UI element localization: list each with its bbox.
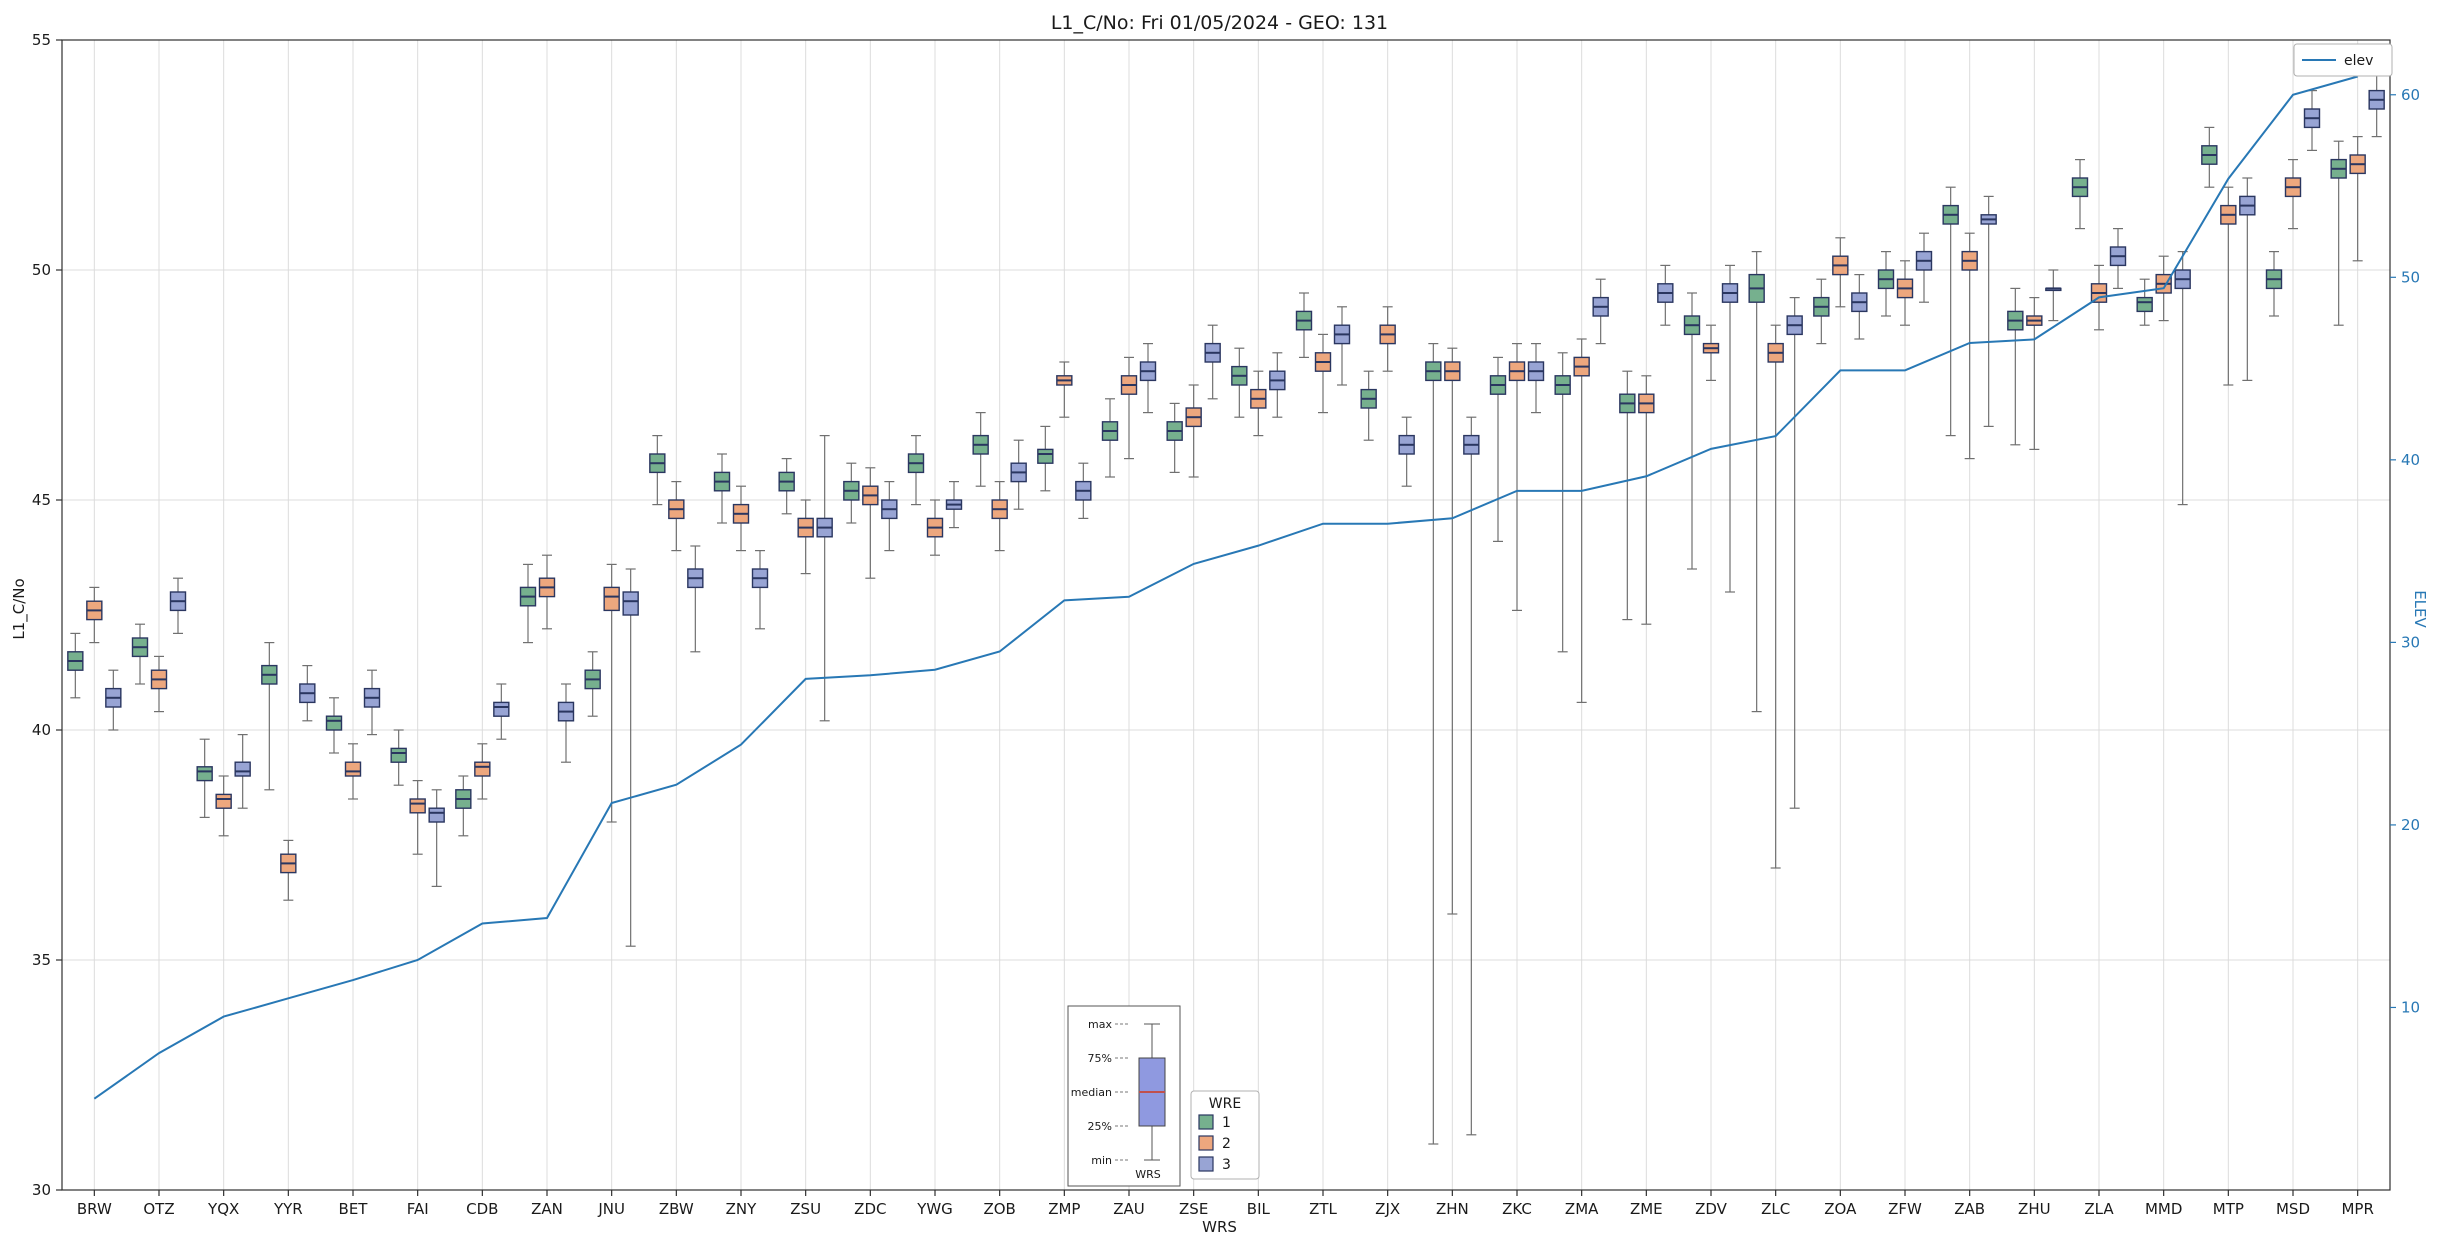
x-tick-label: ZAN (531, 1200, 563, 1218)
y-tick-label-right: 50 (2401, 268, 2420, 286)
y-tick-label-right: 40 (2401, 451, 2420, 469)
wre-legend-label: 2 (1222, 1136, 1231, 1152)
x-tick-label: ZSE (1179, 1200, 1208, 1218)
x-tick-label: ZJX (1375, 1200, 1400, 1218)
x-tick-label: MSD (2276, 1200, 2310, 1218)
box-wre-3 (493, 701, 510, 717)
x-tick-label: ZHN (1436, 1200, 1469, 1218)
box-wre-3 (622, 591, 639, 616)
y-axis-label-right: ELEV (2411, 590, 2429, 628)
x-tick-label: ZMA (1565, 1200, 1599, 1218)
box-wre-3 (234, 761, 251, 777)
elev-legend-label: elev (2344, 53, 2373, 69)
anatomy-xlabel: WRS (1135, 1168, 1161, 1181)
wre-legend-swatch-3 (1198, 1156, 1214, 1172)
x-axis-label: WRS (1202, 1218, 1237, 1236)
x-tick-label: YQX (207, 1200, 239, 1218)
x-tick-label: ZLC (1761, 1200, 1790, 1218)
x-tick-label: MMD (2145, 1200, 2182, 1218)
anatomy-label: min (1091, 1154, 1112, 1167)
x-tick-label: YYR (273, 1200, 303, 1218)
x-tick-label: ZSU (790, 1200, 821, 1218)
y-axis-label-left: L1_C/No (10, 578, 28, 640)
x-tick-label: ZOB (983, 1200, 1015, 1218)
x-tick-label: YWG (916, 1200, 953, 1218)
x-tick-label: ZBW (659, 1200, 694, 1218)
wre-legend-label: 3 (1222, 1157, 1231, 1173)
anatomy-label: max (1088, 1018, 1112, 1031)
box-wre-1 (2136, 296, 2153, 313)
x-tick-label: ZAB (1954, 1200, 1985, 1218)
x-tick-label: ZOA (1824, 1200, 1857, 1218)
x-tick-label: ZDC (854, 1200, 886, 1218)
x-tick-label: ZMP (1048, 1200, 1080, 1218)
y-tick-label-right: 60 (2401, 86, 2420, 104)
box-wre-1 (390, 747, 407, 763)
elev-legend-box (2293, 43, 2393, 77)
x-tick-label: ZKC (1502, 1200, 1532, 1218)
x-tick-label: ZDV (1695, 1200, 1728, 1218)
anatomy-label: 75% (1088, 1052, 1112, 1065)
x-tick-label: BRW (77, 1200, 112, 1218)
y-tick-label-right: 30 (2401, 633, 2420, 651)
box-wre-2 (215, 793, 232, 809)
y-tick-label-right: 10 (2401, 998, 2420, 1016)
x-tick-label: CDB (466, 1200, 498, 1218)
x-tick-label: ZHU (2018, 1200, 2051, 1218)
elev-line (93, 75, 2358, 1100)
box-wre-3 (428, 807, 445, 823)
y-tick-label-left: 45 (32, 491, 51, 509)
wre-legend-swatch-2 (1198, 1135, 1214, 1151)
box-wre-2 (474, 761, 491, 777)
x-tick-label: BET (339, 1200, 369, 1218)
y-tick-label-left: 30 (32, 1181, 51, 1199)
box-wre-2 (603, 586, 620, 612)
wre-legend-title: WRE (1209, 1096, 1241, 1112)
box-wre-1 (325, 715, 343, 731)
x-tick-label: ZAU (1113, 1200, 1145, 1218)
anatomy-label: median (1071, 1086, 1112, 1099)
x-tick-label: ZNY (726, 1200, 757, 1218)
x-tick-label: BIL (1247, 1200, 1271, 1218)
box-wre-1 (1037, 448, 1054, 464)
x-tick-label: ZLA (2084, 1200, 2114, 1218)
x-tick-label: JNU (597, 1200, 625, 1218)
x-tick-label: OTZ (143, 1200, 174, 1218)
box-wre-1 (196, 766, 213, 782)
y-tick-label-left: 55 (32, 31, 51, 49)
y-tick-label-right: 20 (2401, 816, 2420, 834)
y-tick-label-left: 35 (32, 951, 51, 969)
x-tick-label: MTP (2213, 1200, 2244, 1218)
y-tick-label-left: 40 (32, 721, 51, 739)
anatomy-label: 25% (1088, 1120, 1112, 1133)
x-tick-label: ZFW (1888, 1200, 1922, 1218)
box-wre-2 (409, 798, 426, 814)
x-tick-label: MPR (2341, 1200, 2373, 1218)
x-tick-label: ZME (1630, 1200, 1663, 1218)
chart-title: L1_C/No: Fri 01/05/2024 - GEO: 131 (1050, 12, 1389, 34)
y-tick-label-left: 50 (32, 261, 51, 279)
x-tick-label: FAI (407, 1200, 429, 1218)
wre-legend-swatch-1 (1198, 1114, 1214, 1130)
wre-legend-label: 1 (1222, 1115, 1231, 1131)
box-wre-2 (344, 761, 362, 777)
x-tick-label: ZTL (1309, 1200, 1337, 1218)
plot-border (61, 39, 2391, 1191)
